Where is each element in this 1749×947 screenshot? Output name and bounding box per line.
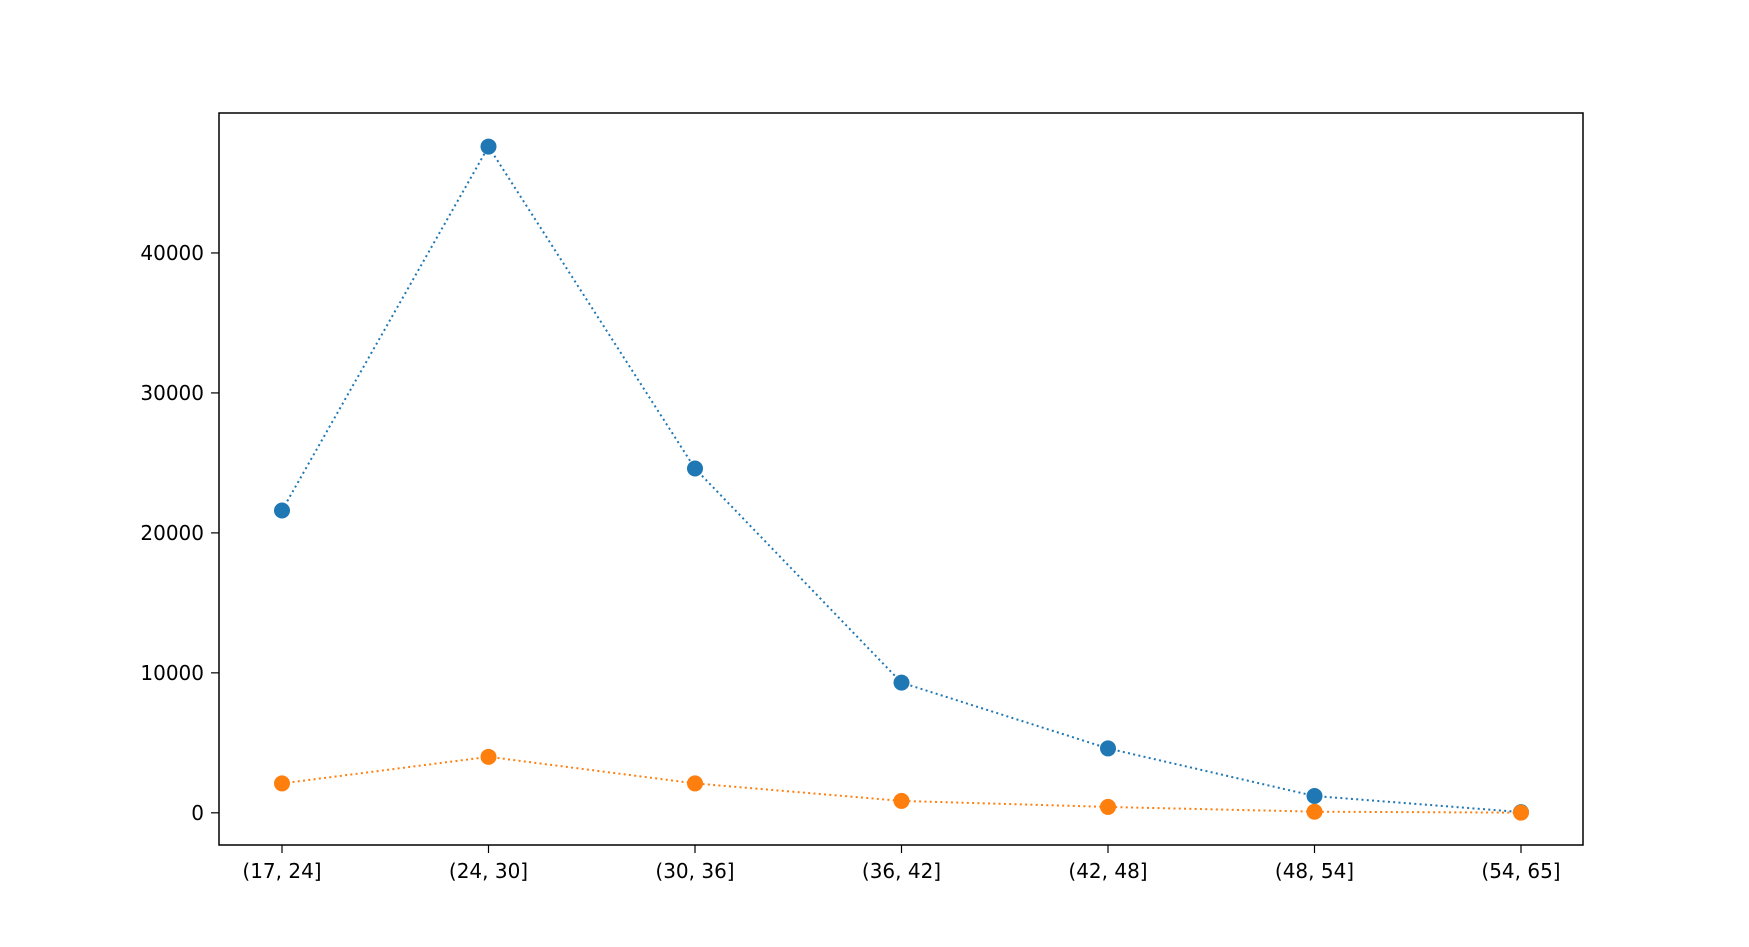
data-point bbox=[480, 138, 497, 155]
x-axis-ticks: (17, 24] (24, 30] (30, 36] (36, 42] (42, 48]… bbox=[242, 845, 1561, 883]
data-point bbox=[480, 748, 497, 765]
x-tick-label: (48, 54] bbox=[1275, 859, 1354, 883]
data-point bbox=[893, 792, 910, 809]
series-2 bbox=[274, 748, 1529, 821]
x-tick-label: (54, 65] bbox=[1481, 859, 1560, 883]
y-tick-label: 40000 bbox=[140, 241, 204, 265]
data-point bbox=[274, 775, 290, 792]
data-point bbox=[274, 502, 290, 519]
y-axis-ticks: 0 10000 20000 30000 40000 bbox=[140, 241, 219, 825]
data-point bbox=[893, 674, 910, 691]
data-point bbox=[687, 775, 703, 792]
x-tick-label: (24, 30] bbox=[449, 859, 528, 883]
data-point bbox=[1306, 803, 1323, 820]
x-tick-label: (17, 24] bbox=[242, 859, 321, 883]
data-point bbox=[687, 460, 703, 477]
plot-area-frame bbox=[218, 112, 1584, 846]
series-layer bbox=[274, 138, 1529, 821]
y-tick-label: 10000 bbox=[140, 661, 204, 685]
y-tick-label: 30000 bbox=[140, 381, 204, 405]
x-tick-label: (42, 48] bbox=[1068, 859, 1147, 883]
data-point bbox=[1100, 798, 1116, 815]
data-point bbox=[1513, 804, 1529, 821]
data-point bbox=[1306, 788, 1323, 805]
y-tick-label: 0 bbox=[191, 801, 204, 825]
y-tick-label: 20000 bbox=[140, 521, 204, 545]
data-point bbox=[1100, 740, 1116, 757]
x-tick-label: (36, 42] bbox=[862, 859, 941, 883]
x-tick-label: (30, 36] bbox=[655, 859, 734, 883]
